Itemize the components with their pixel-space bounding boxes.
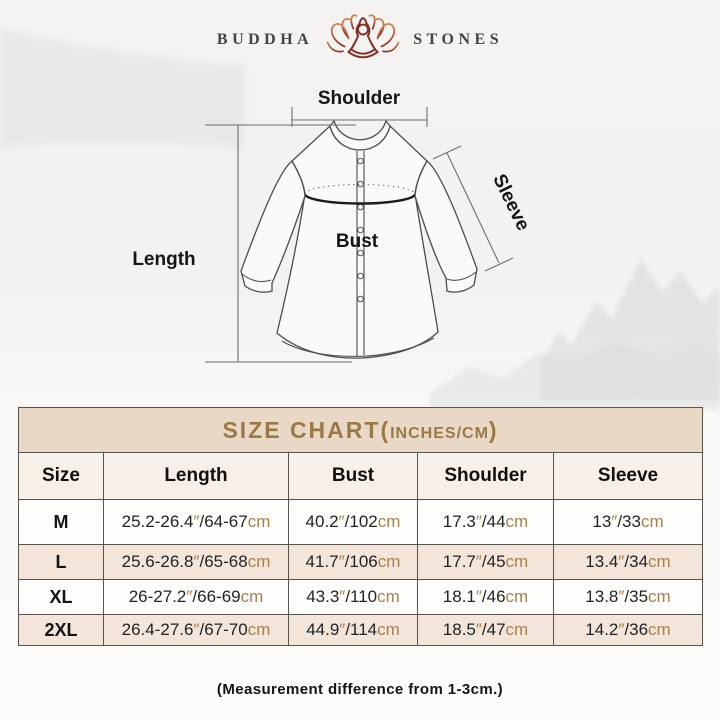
footer-note: (Measurement difference from 1-3cm.) [216,681,504,698]
size-row: M 25.2-26.4″/64-67cm 40.2″/102cm 17.3″/44cm… [18,499,704,545]
column-header-row: Size Length Bust Shoulder Sleeve [18,452,704,500]
buttons [357,157,364,303]
size-chart-table: SIZE CHART(INCHES/CM) Size Length Bust Shou… [17,407,704,646]
brand-logo: BUDDHA STONES [0,8,720,72]
cell-size: L [18,544,104,580]
cell-sleeve: 13.8″/35cm [552,579,704,615]
cell-length: 26-27.2″/66-69cm [103,579,289,615]
bust-label: Bust [336,231,379,252]
brand-text-right: STONES [413,31,504,48]
left-sleeve [240,160,306,293]
cell-size: XL [18,579,104,615]
column-header: Shoulder [417,452,554,500]
brand-text-left: BUDDHA [216,31,314,48]
cell-bust: 43.3″/110cm [288,579,418,615]
column-header: Length [103,452,289,500]
cell-shoulder: 18.1″/46cm [417,579,554,615]
measurement-lines [205,107,514,363]
column-header: Sleeve [552,452,704,500]
cell-size: 2XL [18,614,104,646]
mandarin-collar [329,119,391,151]
bust-line [303,193,417,205]
lotus-meditation-icon [326,14,400,59]
size-row: 2XL 26.4-27.6″/67-70cm 44.9″/114cm 18.5″/47… [18,614,704,646]
cell-sleeve: 13.4″/34cm [552,544,704,580]
cell-length: 26.4-27.6″/67-70cm [103,614,289,646]
size-chart: SIZE CHART(INCHES/CM) Size Length Bust Shou… [17,407,704,646]
cell-length: 25.6-26.8″/65-68cm [103,544,289,580]
cell-length: 25.2-26.4″/64-67cm [103,499,289,545]
column-header: Bust [288,452,418,500]
cell-bust: 40.2″/102cm [288,499,418,545]
column-header: Size [18,452,104,500]
length-label: Length [132,249,195,270]
size-row: XL 26-27.2″/66-69cm 43.3″/110cm 18.1″/46cm 1… [18,579,704,615]
sleeve-label: Sleeve [488,171,533,234]
garment-diagram: Shoulder Length Bust Sleeve [132,88,534,363]
cell-shoulder: 17.3″/44cm [417,499,554,545]
size-chart-title: SIZE CHART(INCHES/CM) [17,407,704,453]
cell-sleeve: 13″/33cm [552,499,704,545]
right-sleeve [414,160,478,293]
cell-bust: 41.7″/106cm [288,544,418,580]
cell-size: M [18,499,104,545]
cell-shoulder: 18.5″/47cm [417,614,554,646]
cell-bust: 44.9″/114cm [288,614,418,646]
shoulder-label: Shoulder [318,88,401,109]
size-row: L 25.6-26.8″/65-68cm 41.7″/106cm 17.7″/45cm… [18,544,704,580]
cell-shoulder: 17.7″/45cm [417,544,554,580]
cell-sleeve: 14.2″/36cm [552,614,704,646]
